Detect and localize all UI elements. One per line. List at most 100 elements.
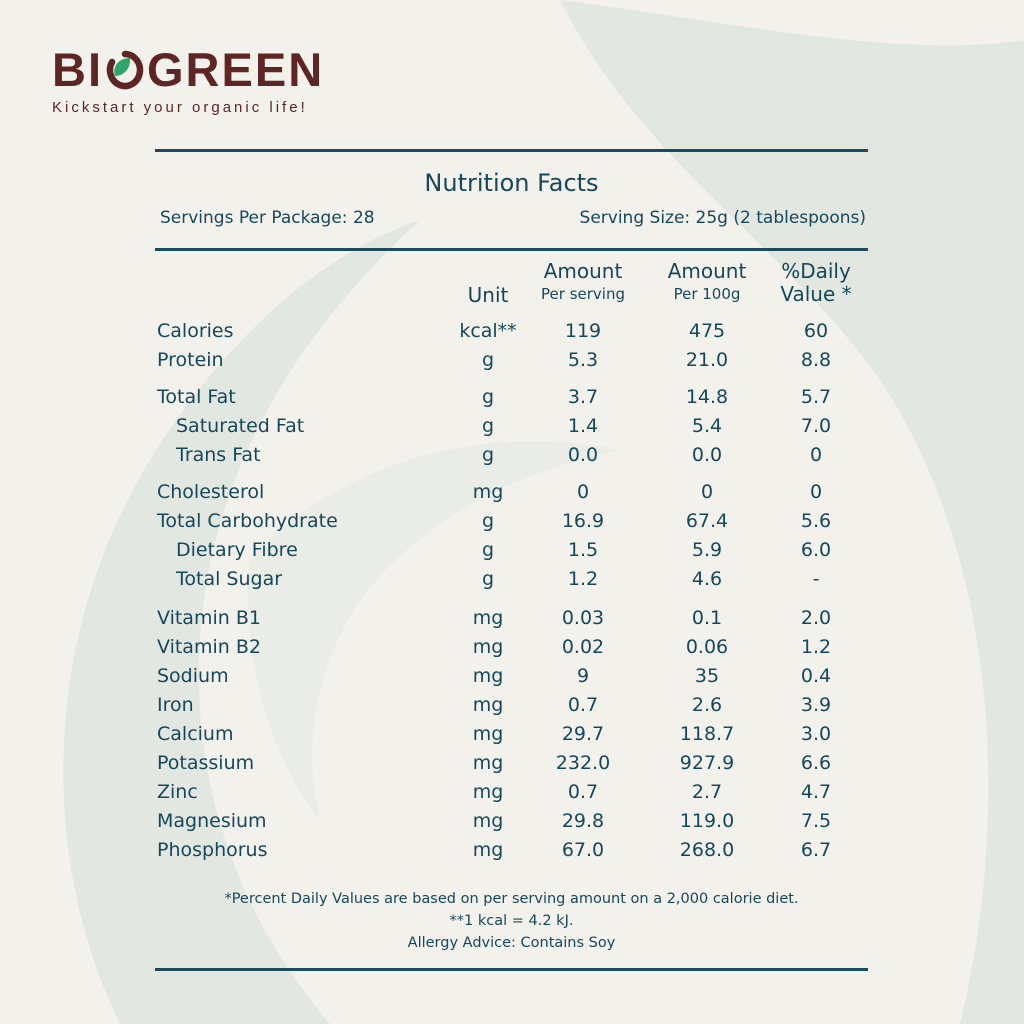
amount-per-100g: 4.6 <box>691 568 723 590</box>
brand-tagline: Kickstart your organic life! <box>52 99 308 116</box>
kcal-footnote: **1 kcal = 4.2 kJ. <box>449 913 574 929</box>
nutrient-row: Protein g 5.3 21.0 8.8 <box>0 349 1024 378</box>
nutrient-unit: mg <box>472 607 504 629</box>
nutrient-row: Vitamin B2 mg 0.02 0.06 1.2 <box>0 636 1024 665</box>
nutrient-name: Protein <box>157 349 224 371</box>
amount-per-100g: 0.06 <box>685 636 729 658</box>
amount-per-100g: 118.7 <box>679 723 735 745</box>
nutrient-name: Dietary Fibre <box>176 539 298 561</box>
amount-per-100g: 14.8 <box>685 386 729 408</box>
nutrient-row: Sodium mg 9 35 0.4 <box>0 665 1024 694</box>
nutrient-name: Vitamin B1 <box>157 607 261 629</box>
amount-per-serving: 1.4 <box>567 415 599 437</box>
amount-per-100g: 0.0 <box>691 444 723 466</box>
amount-per-100g: 21.0 <box>685 349 729 371</box>
brand-wordmark: BI GREEN <box>52 46 324 93</box>
nutrient-row: Potassium mg 232.0 927.9 6.6 <box>0 752 1024 781</box>
daily-value-percent: 3.9 <box>800 694 832 716</box>
header-daily-value: %Daily Value * <box>780 259 852 306</box>
nutrient-unit: mg <box>472 636 504 658</box>
daily-value-percent: 7.0 <box>800 415 832 437</box>
daily-value-percent: 5.6 <box>800 510 832 532</box>
daily-value-percent: 3.0 <box>800 723 832 745</box>
nutrient-name: Cholesterol <box>157 481 265 503</box>
daily-value-percent: 6.7 <box>800 839 832 861</box>
amount-per-100g: 67.4 <box>685 510 729 532</box>
brand-name-part1: BI <box>52 43 103 96</box>
daily-value-percent: 5.7 <box>800 386 832 408</box>
allergy-advice: Allergy Advice: Contains Soy <box>407 935 616 951</box>
nutrient-name: Calories <box>157 320 234 342</box>
header-per-serving: Amount Per serving <box>541 259 625 303</box>
amount-per-serving: 0.03 <box>561 607 605 629</box>
daily-value-percent: 0.4 <box>800 665 832 687</box>
nutrient-unit: mg <box>472 665 504 687</box>
nutrient-row: Cholesterol mg 0 0 0 <box>0 481 1024 510</box>
nutrient-name: Total Carbohydrate <box>157 510 338 532</box>
nutrient-unit: mg <box>472 694 504 716</box>
nutrient-row: Calories kcal** 119 475 60 <box>0 320 1024 349</box>
daily-value-percent: 4.7 <box>800 781 832 803</box>
panel-title: Nutrition Facts <box>424 169 599 197</box>
amount-per-100g: 0 <box>700 481 714 503</box>
nutrient-unit: g <box>481 510 495 532</box>
daily-value-percent: 2.0 <box>800 607 832 629</box>
nutrient-row: Saturated Fat g 1.4 5.4 7.0 <box>0 415 1024 444</box>
amount-per-100g: 2.6 <box>691 694 723 716</box>
nutrient-row: Magnesium mg 29.8 119.0 7.5 <box>0 810 1024 839</box>
nutrient-name: Potassium <box>157 752 255 774</box>
nutrient-row: Total Fat g 3.7 14.8 5.7 <box>0 386 1024 415</box>
amount-per-100g: 0.1 <box>691 607 723 629</box>
amount-per-serving: 67.0 <box>561 839 605 861</box>
daily-value-footnote: *Percent Daily Values are based on per s… <box>224 891 799 907</box>
brand-logo: BI GREEN Kickstart your organic life! <box>52 46 324 116</box>
daily-value-percent: 8.8 <box>800 349 832 371</box>
amount-per-serving: 0.0 <box>567 444 599 466</box>
nutrient-row: Dietary Fibre g 1.5 5.9 6.0 <box>0 539 1024 568</box>
header-per-100g: Amount Per 100g <box>667 259 747 303</box>
nutrient-unit: mg <box>472 481 504 503</box>
leaf-ring-icon <box>106 50 144 89</box>
amount-per-serving: 232.0 <box>555 752 611 774</box>
amount-per-100g: 119.0 <box>679 810 735 832</box>
daily-value-percent: 0 <box>809 481 823 503</box>
amount-per-100g: 5.4 <box>691 415 723 437</box>
nutrient-unit: kcal** <box>459 320 517 342</box>
nutrient-unit: g <box>481 415 495 437</box>
nutrient-unit: mg <box>472 839 504 861</box>
nutrient-row: Phosphorus mg 67.0 268.0 6.7 <box>0 839 1024 868</box>
amount-per-serving: 1.2 <box>567 568 599 590</box>
amount-per-100g: 475 <box>688 320 726 342</box>
daily-value-percent: 0 <box>809 444 823 466</box>
servings-per-package: Servings Per Package: 28 <box>160 208 375 228</box>
daily-value-percent: 60 <box>803 320 829 342</box>
header-rule <box>155 248 868 251</box>
nutrient-name: Phosphorus <box>157 839 268 861</box>
nutrient-unit: mg <box>472 781 504 803</box>
brand-name-part2: GREEN <box>147 43 325 96</box>
amount-per-100g: 927.9 <box>679 752 735 774</box>
daily-value-percent: - <box>812 568 820 590</box>
nutrient-row: Iron mg 0.7 2.6 3.9 <box>0 694 1024 723</box>
nutrient-unit: g <box>481 349 495 371</box>
header-unit: Unit <box>467 283 509 307</box>
amount-per-100g: 268.0 <box>679 839 735 861</box>
nutrient-name: Total Fat <box>157 386 236 408</box>
amount-per-serving: 29.7 <box>561 723 605 745</box>
top-rule <box>155 149 868 152</box>
nutrient-name: Zinc <box>157 781 198 803</box>
nutrient-row: Calcium mg 29.7 118.7 3.0 <box>0 723 1024 752</box>
nutrient-name: Sodium <box>157 665 229 687</box>
daily-value-percent: 1.2 <box>800 636 832 658</box>
daily-value-percent: 6.6 <box>800 752 832 774</box>
nutrient-row: Total Carbohydrate g 16.9 67.4 5.6 <box>0 510 1024 539</box>
nutrient-row: Vitamin B1 mg 0.03 0.1 2.0 <box>0 607 1024 636</box>
nutrient-unit: g <box>481 568 495 590</box>
amount-per-serving: 0.7 <box>567 694 599 716</box>
nutrient-name: Trans Fat <box>176 444 261 466</box>
amount-per-serving: 0.02 <box>561 636 605 658</box>
nutrient-unit: mg <box>472 810 504 832</box>
daily-value-percent: 6.0 <box>800 539 832 561</box>
nutrient-row: Trans Fat g 0.0 0.0 0 <box>0 444 1024 473</box>
